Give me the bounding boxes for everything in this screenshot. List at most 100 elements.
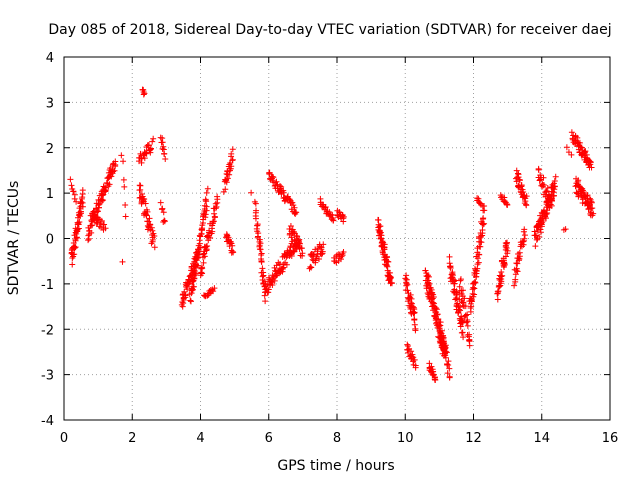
data-point (316, 255, 323, 262)
grid-lines (64, 57, 610, 420)
data-point (381, 244, 388, 251)
data-point (442, 354, 449, 361)
data-point (150, 135, 157, 142)
data-point (100, 191, 107, 198)
data-point (256, 236, 263, 243)
data-point (444, 361, 451, 368)
data-point (77, 208, 84, 215)
data-point (377, 235, 384, 242)
data-point (447, 263, 454, 270)
data-point (462, 312, 469, 319)
data-point (441, 340, 448, 347)
data-point (440, 334, 447, 341)
y-axis-label: SDTVAR / TECUs (6, 181, 22, 296)
data-point (340, 249, 347, 256)
chart-title: Day 085 of 2018, Sidereal Day-to-day VTE… (48, 22, 611, 38)
data-point (432, 376, 439, 383)
data-point (411, 316, 418, 323)
data-point (551, 183, 558, 190)
data-point (503, 244, 510, 251)
data-point (411, 309, 418, 316)
data-point (187, 297, 194, 304)
data-point (193, 254, 200, 261)
data-point (287, 223, 294, 230)
data-point (446, 365, 453, 372)
data-point (291, 230, 298, 237)
data-point (444, 370, 451, 377)
data-point (473, 273, 480, 280)
data-point (454, 300, 461, 307)
data-point (479, 221, 486, 228)
data-point (446, 373, 453, 380)
data-point (79, 203, 86, 210)
data-point (502, 253, 509, 260)
x-tick-label: 14 (533, 431, 550, 446)
data-point (291, 204, 298, 211)
data-point (578, 144, 585, 151)
data-point (211, 210, 218, 217)
data-point (583, 193, 590, 200)
data-point (443, 349, 450, 356)
data-point (568, 151, 575, 158)
data-point (137, 186, 144, 193)
data-point (588, 198, 595, 205)
data-point (471, 291, 478, 298)
data-point (550, 189, 557, 196)
data-point (375, 216, 382, 223)
data-point (586, 195, 593, 202)
data-point (387, 274, 394, 281)
data-point (377, 223, 384, 230)
data-point (478, 239, 485, 246)
data-point (259, 265, 266, 272)
data-point (385, 258, 392, 265)
data-point (209, 228, 216, 235)
data-point (118, 152, 125, 159)
data-point (568, 129, 575, 136)
data-point (500, 257, 507, 264)
data-point (280, 189, 287, 196)
x-tick-label: 10 (397, 431, 414, 446)
data-point (521, 226, 528, 233)
data-point (226, 171, 233, 178)
data-point (462, 303, 469, 310)
data-point (402, 275, 409, 282)
data-point (199, 270, 206, 277)
data-point (293, 209, 300, 216)
data-point (102, 184, 109, 191)
data-point (523, 202, 530, 209)
data-point (147, 145, 154, 152)
data-point (456, 283, 463, 290)
data-point (404, 343, 411, 350)
data-point (475, 251, 482, 258)
data-point (88, 229, 95, 236)
data-point (76, 219, 83, 226)
data-point (229, 146, 236, 153)
data-point (262, 298, 269, 305)
data-point (501, 260, 508, 267)
data-point (481, 207, 488, 214)
data-point (94, 208, 101, 215)
data-point (466, 331, 473, 338)
data-point (190, 283, 197, 290)
data-point (308, 264, 315, 271)
data-point (161, 218, 168, 225)
data-point (260, 272, 267, 279)
data-point (141, 155, 148, 162)
data-point (429, 295, 436, 302)
data-point (404, 341, 411, 348)
y-tick-label: -1 (41, 278, 54, 293)
data-point (140, 195, 147, 202)
data-point (203, 189, 210, 196)
data-point (322, 204, 329, 211)
data-point (205, 290, 212, 297)
data-point (157, 199, 164, 206)
data-point (511, 282, 518, 289)
data-point (475, 195, 482, 202)
data-point (211, 213, 218, 220)
data-point (79, 187, 86, 194)
data-point (521, 235, 528, 242)
data-point (514, 260, 521, 267)
data-point (433, 311, 440, 318)
x-tick-label: 8 (333, 431, 341, 446)
